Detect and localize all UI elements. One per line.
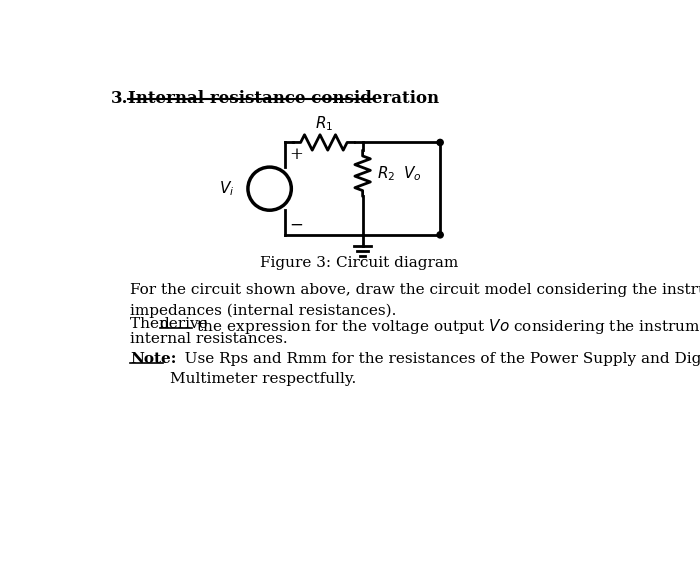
- Text: the expression for the voltage output $\mathit{Vo}$ considering the instrument: the expression for the voltage output $\…: [192, 317, 700, 336]
- Text: Note:: Note:: [130, 352, 176, 366]
- Text: derive: derive: [160, 317, 208, 331]
- Text: internal resistances.: internal resistances.: [130, 332, 288, 346]
- Text: −: −: [289, 217, 303, 234]
- Text: $R_2$: $R_2$: [377, 164, 395, 183]
- Text: Figure 3: Circuit diagram: Figure 3: Circuit diagram: [260, 256, 458, 270]
- Text: Use Rps and Rmm for the resistances of the Power Supply and Digital
Multimeter r: Use Rps and Rmm for the resistances of t…: [170, 352, 700, 387]
- Text: Internal resistance consideration: Internal resistance consideration: [128, 90, 439, 107]
- Text: Then: Then: [130, 317, 174, 331]
- Text: For the circuit shown above, draw the circuit model considering the instrument
i: For the circuit shown above, draw the ci…: [130, 283, 700, 318]
- Text: $V_i$: $V_i$: [219, 179, 234, 198]
- Circle shape: [437, 232, 443, 238]
- Text: $V_o$: $V_o$: [403, 164, 421, 183]
- Text: 3.: 3.: [111, 90, 128, 107]
- Text: $R_1$: $R_1$: [315, 114, 333, 133]
- Text: +: +: [289, 146, 303, 164]
- Circle shape: [437, 140, 443, 145]
